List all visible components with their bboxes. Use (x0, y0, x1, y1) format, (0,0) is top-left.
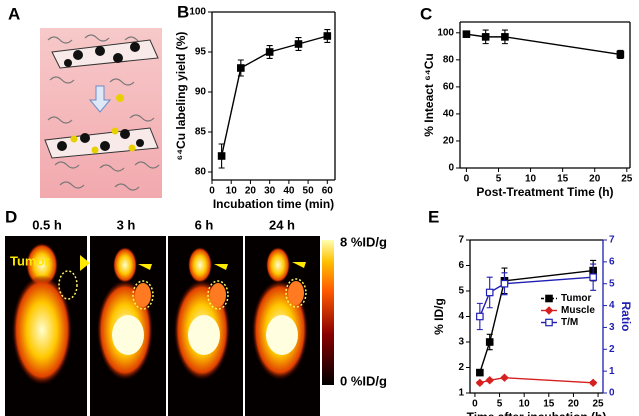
y2-tick-label: 7 (609, 235, 615, 246)
y2-tick-label: 0 (609, 388, 615, 399)
point (237, 64, 245, 72)
y-axis-label: % ID/g (432, 298, 446, 335)
x-axis-label: Incubation time (min) (213, 197, 334, 211)
legend-marker (544, 306, 554, 315)
x-tick-label: 40 (283, 186, 295, 197)
y2-tick-label: 2 (609, 344, 615, 355)
time-label: 3 h (117, 217, 136, 232)
point (485, 376, 494, 385)
y-tick-label: 20 (443, 136, 455, 147)
y-tick-label: 100 (189, 7, 206, 18)
y2-tick-label: 1 (609, 366, 615, 377)
x-tick-label: 15 (543, 399, 555, 410)
point (589, 273, 597, 281)
legend-label: Muscle (561, 305, 595, 316)
y-tick-label: 0 (448, 163, 454, 174)
scale-max: 8 %ID/g (340, 234, 387, 249)
x-axis-label: Post-Treatment Time (h) (476, 185, 613, 199)
point (500, 373, 509, 382)
x-tick-label: 0 (209, 186, 215, 197)
x-tick-label: 15 (557, 174, 569, 185)
y-tick-label: 4 (458, 311, 464, 322)
point (476, 312, 484, 321)
legend-marker (545, 318, 553, 327)
pet-images (5, 236, 334, 416)
y-tick-label: 40 (443, 109, 455, 120)
y-tick-label: 60 (443, 82, 455, 93)
x-tick-label: 50 (303, 186, 315, 197)
y-axis-label: ⁶⁴Cu labeling yield (%) (174, 32, 188, 161)
x-tick-label: 10 (519, 399, 531, 410)
series-line (220, 35, 328, 157)
time-label: 0.5 h (32, 217, 62, 232)
legend-label: Tumor (561, 293, 591, 304)
y-tick-label: 90 (195, 87, 207, 98)
point (265, 48, 274, 56)
x-tick-label: 5 (497, 399, 503, 410)
y-tick-label: 7 (458, 235, 464, 246)
x-tick-label: 0 (464, 174, 470, 185)
point (217, 152, 226, 160)
point (500, 279, 509, 288)
point (462, 30, 471, 38)
y-axis-label: % Inteact ⁶⁴Cu (422, 53, 436, 136)
legend-label: T/M (561, 317, 578, 328)
point (476, 368, 484, 377)
point (485, 288, 494, 297)
tumor-label: Tumor (10, 253, 49, 268)
x-tick-label: 60 (322, 186, 334, 197)
panel-label: E (428, 207, 439, 226)
x-tick-label: 20 (589, 174, 601, 185)
y2-tick-label: 5 (609, 278, 615, 289)
y2-tick-label: 6 (609, 256, 615, 267)
y-tick-label: 85 (195, 127, 207, 138)
x-tick-label: 30 (264, 186, 276, 197)
x-axis-label: Time after incubation (h) (467, 410, 607, 416)
y-tick-label: 80 (443, 54, 455, 65)
y-tick-label: 100 (437, 27, 454, 38)
axis-frame (211, 12, 335, 181)
series-line (479, 376, 594, 384)
panel-label: C (420, 4, 432, 23)
y-tick-label: 95 (195, 47, 207, 58)
point (501, 33, 509, 41)
y-tick-label: 5 (458, 286, 464, 297)
panel-label: D (5, 207, 17, 226)
point (475, 378, 485, 387)
y-tick-label: 3 (458, 337, 464, 348)
y2-axis-label: Ratio (619, 302, 633, 332)
x-tick-label: 10 (525, 174, 537, 185)
point (485, 338, 494, 346)
y2-tick-label: 4 (609, 300, 615, 311)
time-label: 6 h (195, 217, 214, 232)
point (294, 40, 303, 48)
y-tick-label: 2 (458, 362, 464, 373)
scale-min: 0 %ID/g (340, 373, 387, 388)
panel-label: B (177, 2, 189, 21)
x-tick-label: 5 (496, 174, 502, 185)
series-line (479, 269, 594, 373)
panel-label: A (8, 4, 20, 23)
point (616, 50, 625, 59)
axis-frame (469, 240, 603, 394)
legend-marker (545, 294, 553, 303)
x-tick-label: 20 (568, 399, 580, 410)
point (323, 32, 332, 40)
schematic (40, 28, 162, 198)
time-label: 24 h (269, 217, 295, 232)
series-line (466, 33, 621, 56)
x-tick-label: 20 (245, 186, 257, 197)
point (588, 378, 598, 387)
series-line (479, 276, 594, 317)
y2-tick-label: 3 (609, 322, 615, 333)
y-tick-label: 80 (195, 167, 207, 178)
y-tick-label: 1 (458, 388, 464, 399)
x-tick-label: 25 (593, 399, 605, 410)
x-tick-label: 25 (621, 174, 633, 185)
x-tick-label: 10 (226, 186, 238, 197)
x-tick-label: 0 (472, 399, 478, 410)
point (481, 33, 490, 41)
y-tick-label: 6 (458, 260, 464, 271)
